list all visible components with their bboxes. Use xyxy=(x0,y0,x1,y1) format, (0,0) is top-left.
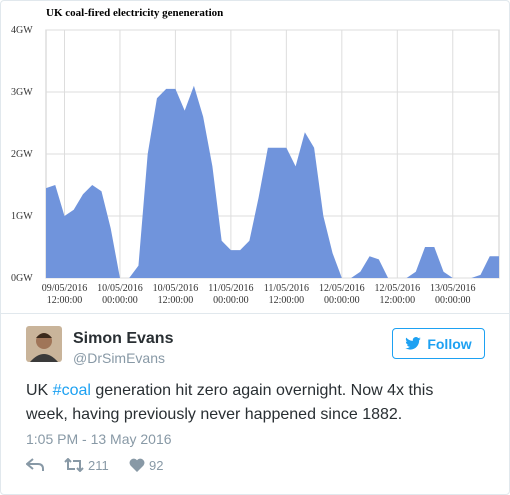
chart-title: UK coal-fired electricity geneneration xyxy=(46,7,223,19)
y-tick-label: 3GW xyxy=(11,87,33,98)
divider xyxy=(1,313,509,314)
x-tick-label: 11/05/2016 12:00:00 xyxy=(263,283,309,306)
x-tick-label: 09/05/2016 12:00:00 xyxy=(41,283,88,306)
x-tick-label: 12/05/2016 00:00:00 xyxy=(319,283,365,306)
text: generation hit zero again overnight. Now… xyxy=(26,382,434,423)
like-icon[interactable] xyxy=(129,458,145,472)
chart: UK coal-fired electricity geneneration 0… xyxy=(11,7,500,284)
like-count: 92 xyxy=(149,458,164,473)
follow-button[interactable]: Follow xyxy=(392,328,485,359)
x-tick-label: 12/05/2016 12:00:00 xyxy=(374,283,421,306)
timestamp[interactable]: 1:05 PM - 13 May 2016 xyxy=(26,431,172,447)
y-tick-label: 2GW xyxy=(11,149,33,160)
y-tick-label: 4GW xyxy=(11,25,33,36)
y-tick-label: 0GW xyxy=(11,273,33,284)
retweet-count: 211 xyxy=(88,458,109,473)
retweet-icon[interactable] xyxy=(64,458,84,472)
reply-icon[interactable] xyxy=(26,458,44,472)
x-tick-label: 10/05/2016 00:00:00 xyxy=(97,283,143,306)
text: UK xyxy=(26,382,53,399)
area xyxy=(46,85,499,278)
y-tick-label: 1GW xyxy=(11,211,33,222)
tweet-text: UK #coal generation hit zero again overn… xyxy=(26,379,466,427)
follow-label: Follow xyxy=(427,335,472,352)
bird-icon xyxy=(405,337,422,350)
user-handle[interactable]: @DrSimEvans xyxy=(73,350,166,366)
avatar xyxy=(26,326,62,362)
user-name[interactable]: Simon Evans xyxy=(73,330,174,347)
x-tick-label: 13/05/2016 00:00:00 xyxy=(429,283,476,306)
x-tick-label: 10/05/2016 12:00:00 xyxy=(152,283,199,306)
x-tick-label: 11/05/2016 00:00:00 xyxy=(208,283,254,306)
hashtag[interactable]: #coal xyxy=(52,382,91,399)
